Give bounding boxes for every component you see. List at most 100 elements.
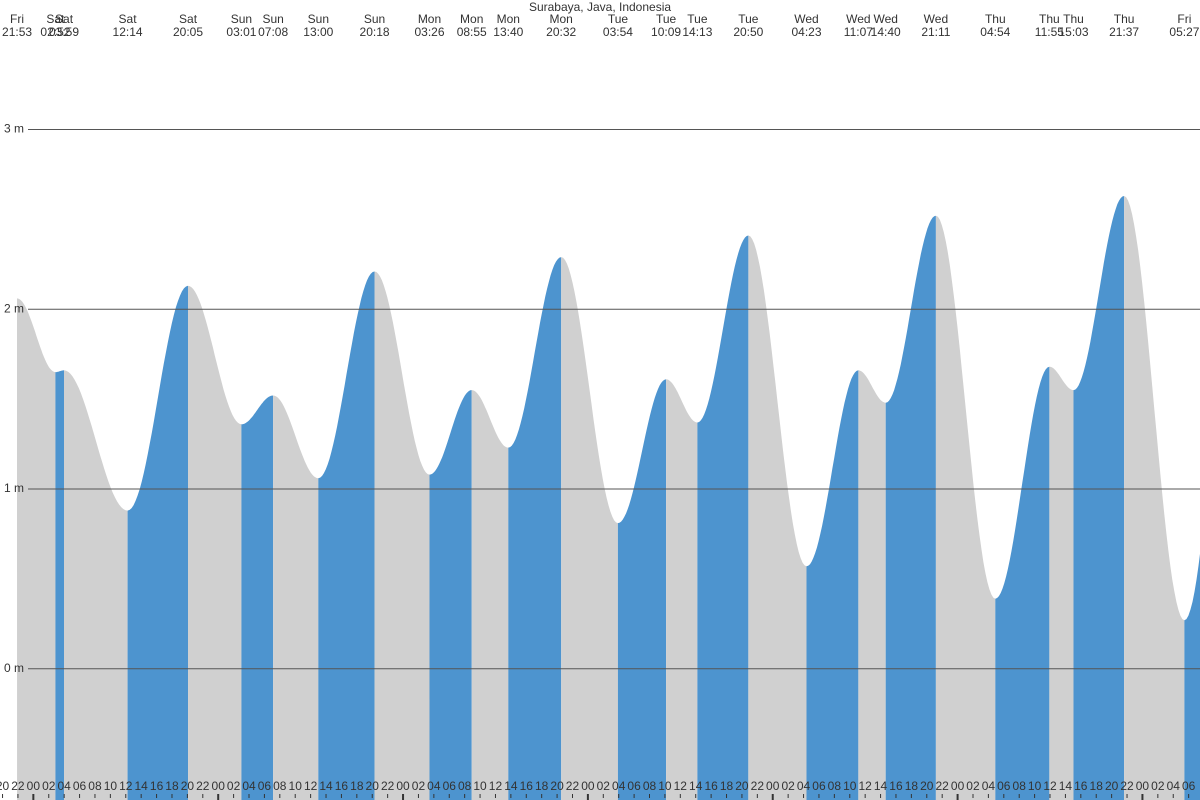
event-time: 21:11 — [921, 25, 950, 39]
event-time: 02:52 — [40, 25, 70, 39]
hour-label: 06 — [1182, 779, 1196, 793]
hour-label: 16 — [150, 779, 164, 793]
event-day: Sun — [262, 12, 283, 26]
hour-label: 06 — [812, 779, 826, 793]
hour-label: 22 — [196, 779, 210, 793]
y-tick-label: 2 m — [4, 301, 24, 315]
hour-label: 12 — [674, 779, 688, 793]
event-day: Sun — [231, 12, 252, 26]
event-time: 05:27 — [1169, 25, 1199, 39]
falling-area — [561, 257, 618, 800]
hour-label: 04 — [797, 779, 811, 793]
event-time: 11:55 — [1035, 25, 1064, 39]
event-day: Mon — [497, 12, 520, 26]
hour-label: 10 — [473, 779, 487, 793]
hour-label: 18 — [905, 779, 919, 793]
hour-label: 10 — [658, 779, 672, 793]
falling-area — [1124, 196, 1185, 800]
hour-label: 22 — [936, 779, 950, 793]
hour-label: 12 — [119, 779, 133, 793]
event-time: 15:03 — [1058, 25, 1088, 39]
rising-area — [508, 257, 562, 800]
hour-label: 14 — [689, 779, 703, 793]
event-day: Sat — [179, 12, 198, 26]
event-time: 14:13 — [682, 25, 712, 39]
falling-area — [666, 379, 698, 800]
hour-label: 20 — [735, 779, 749, 793]
falling-area — [273, 395, 319, 800]
hour-label: 04 — [57, 779, 71, 793]
rising-area — [429, 390, 472, 800]
event-time: 07:08 — [258, 25, 288, 39]
hour-label: 04 — [242, 779, 256, 793]
hour-label: 12 — [304, 779, 318, 793]
event-day: Thu — [985, 12, 1006, 26]
hour-label: 12 — [489, 779, 503, 793]
rising-area — [318, 271, 375, 800]
hour-label: 18 — [350, 779, 364, 793]
event-time: 10:09 — [651, 25, 681, 39]
hour-label: 06 — [258, 779, 272, 793]
hour-label: 14 — [1059, 779, 1073, 793]
foreground: 0 m1 m2 m3 mFri21:53Sat02:52Sat03:59Sat1… — [0, 12, 1200, 800]
y-tick-label: 0 m — [4, 661, 24, 675]
falling-area — [64, 370, 128, 800]
hour-label: 02 — [597, 779, 611, 793]
rising-area — [1184, 553, 1200, 800]
rising-area — [617, 379, 667, 800]
hour-label: 14 — [134, 779, 148, 793]
rising-area — [241, 395, 274, 800]
hour-label: 06 — [997, 779, 1011, 793]
falling-area — [188, 285, 242, 800]
hour-label: 22 — [11, 779, 25, 793]
rising-area — [885, 215, 936, 800]
hour-label: 10 — [289, 779, 303, 793]
hour-label: 08 — [1013, 779, 1027, 793]
event-time: 20:18 — [360, 25, 390, 39]
falling-area — [17, 298, 56, 800]
hour-label: 22 — [566, 779, 580, 793]
hour-label: 14 — [504, 779, 518, 793]
hour-label: 20 — [181, 779, 195, 793]
hour-label: 00 — [766, 779, 780, 793]
event-day: Wed — [924, 12, 948, 26]
hour-label: 02 — [781, 779, 795, 793]
event-day: Fri — [10, 12, 24, 26]
hour-label: 12 — [1043, 779, 1057, 793]
hour-label: 06 — [443, 779, 457, 793]
event-day: Tue — [608, 12, 629, 26]
hour-label: 10 — [843, 779, 857, 793]
y-tick-label: 3 m — [4, 122, 24, 136]
event-time: 20:32 — [546, 25, 576, 39]
rising-area — [806, 370, 859, 800]
event-day: Thu — [1114, 12, 1135, 26]
event-time: 04:54 — [980, 25, 1010, 39]
hour-label: 04 — [982, 779, 996, 793]
rising-area — [127, 285, 189, 800]
chart-title: Surabaya, Java, Indonesia — [529, 0, 671, 14]
hour-label: 08 — [88, 779, 102, 793]
event-day: Thu — [1063, 12, 1084, 26]
rising-area — [55, 370, 65, 800]
hour-label: 16 — [1074, 779, 1088, 793]
hour-label: 06 — [627, 779, 641, 793]
hour-label: 02 — [1151, 779, 1165, 793]
hour-label: 14 — [874, 779, 888, 793]
event-day: Wed — [794, 12, 818, 26]
hour-label: 04 — [427, 779, 441, 793]
hour-label: 22 — [381, 779, 395, 793]
hour-label: 08 — [643, 779, 657, 793]
event-time: 11:07 — [844, 25, 873, 39]
event-time: 20:50 — [733, 25, 763, 39]
event-time: 03:54 — [603, 25, 633, 39]
hour-label: 18 — [165, 779, 179, 793]
hour-label: 10 — [104, 779, 118, 793]
hour-label: 02 — [42, 779, 56, 793]
hour-label: 12 — [858, 779, 872, 793]
rising-area — [697, 235, 749, 800]
hour-label: 16 — [335, 779, 349, 793]
hour-label: 20 — [366, 779, 380, 793]
hour-label: 00 — [951, 779, 965, 793]
event-time: 08:55 — [457, 25, 487, 39]
falling-area — [935, 215, 996, 800]
